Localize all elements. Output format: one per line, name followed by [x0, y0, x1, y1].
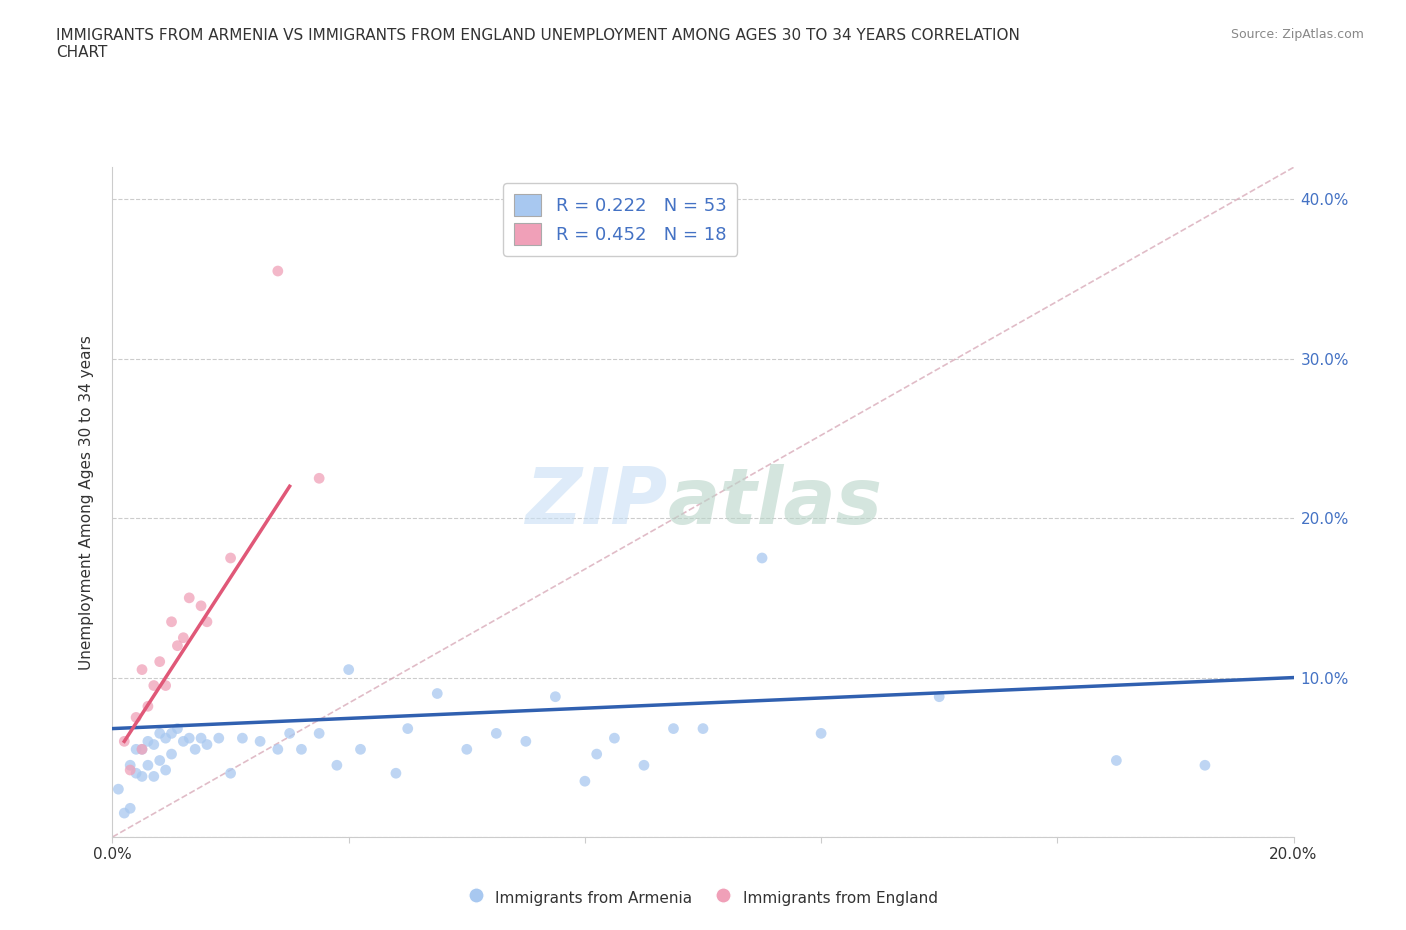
Point — [125, 742, 148, 757]
Point — [166, 638, 188, 653]
Point — [160, 726, 183, 741]
Point — [112, 734, 135, 749]
Point — [149, 726, 172, 741]
Point — [131, 742, 153, 757]
Point — [142, 737, 165, 752]
Point — [172, 734, 194, 749]
Point — [195, 615, 218, 630]
Point — [585, 747, 607, 762]
Point — [278, 726, 301, 741]
Point — [219, 765, 242, 780]
Point — [267, 742, 290, 757]
Point — [149, 654, 172, 669]
Point — [349, 742, 371, 757]
Point — [751, 551, 773, 565]
Point — [337, 662, 360, 677]
Y-axis label: Unemployment Among Ages 30 to 34 years: Unemployment Among Ages 30 to 34 years — [79, 335, 94, 670]
Point — [131, 662, 153, 677]
Point — [120, 801, 142, 816]
Point — [692, 721, 714, 736]
Point — [184, 742, 207, 757]
Point — [120, 763, 142, 777]
Point — [160, 615, 183, 630]
Point — [190, 731, 212, 746]
Point — [219, 551, 242, 565]
Point — [190, 598, 212, 613]
Point — [810, 726, 832, 741]
Point — [166, 721, 188, 736]
Point — [249, 734, 271, 749]
Point — [662, 721, 685, 736]
Point — [326, 758, 349, 773]
Point — [179, 591, 201, 605]
Point — [195, 737, 218, 752]
Point — [485, 726, 508, 741]
Point — [267, 263, 290, 278]
Point — [231, 731, 253, 746]
Point — [155, 731, 177, 746]
Legend: R = 0.222   N = 53, R = 0.452   N = 18: R = 0.222 N = 53, R = 0.452 N = 18 — [503, 183, 737, 256]
Point — [385, 765, 408, 780]
Point — [928, 689, 950, 704]
Point — [396, 721, 419, 736]
Point — [131, 742, 153, 757]
Point — [142, 769, 165, 784]
Point — [515, 734, 537, 749]
Point — [633, 758, 655, 773]
Point — [426, 686, 449, 701]
Point — [125, 710, 148, 724]
Point — [136, 698, 159, 713]
Point — [172, 631, 194, 645]
Point — [155, 678, 177, 693]
Text: IMMIGRANTS FROM ARMENIA VS IMMIGRANTS FROM ENGLAND UNEMPLOYMENT AMONG AGES 30 TO: IMMIGRANTS FROM ARMENIA VS IMMIGRANTS FR… — [56, 28, 1021, 60]
Point — [308, 726, 330, 741]
Point — [136, 734, 159, 749]
Point — [290, 742, 312, 757]
Text: atlas: atlas — [668, 464, 883, 540]
Text: ZIP: ZIP — [526, 464, 668, 540]
Point — [544, 689, 567, 704]
Point — [160, 747, 183, 762]
Point — [308, 471, 330, 485]
Point — [112, 805, 135, 820]
Point — [1105, 753, 1128, 768]
Point — [131, 769, 153, 784]
Point — [456, 742, 478, 757]
Point — [149, 753, 172, 768]
Point — [179, 731, 201, 746]
Point — [1194, 758, 1216, 773]
Legend: Immigrants from Armenia, Immigrants from England: Immigrants from Armenia, Immigrants from… — [461, 883, 945, 913]
Point — [125, 765, 148, 780]
Point — [136, 758, 159, 773]
Point — [142, 678, 165, 693]
Point — [574, 774, 596, 789]
Point — [107, 782, 129, 797]
Point — [155, 763, 177, 777]
Text: Source: ZipAtlas.com: Source: ZipAtlas.com — [1230, 28, 1364, 41]
Point — [120, 758, 142, 773]
Point — [208, 731, 231, 746]
Point — [603, 731, 626, 746]
